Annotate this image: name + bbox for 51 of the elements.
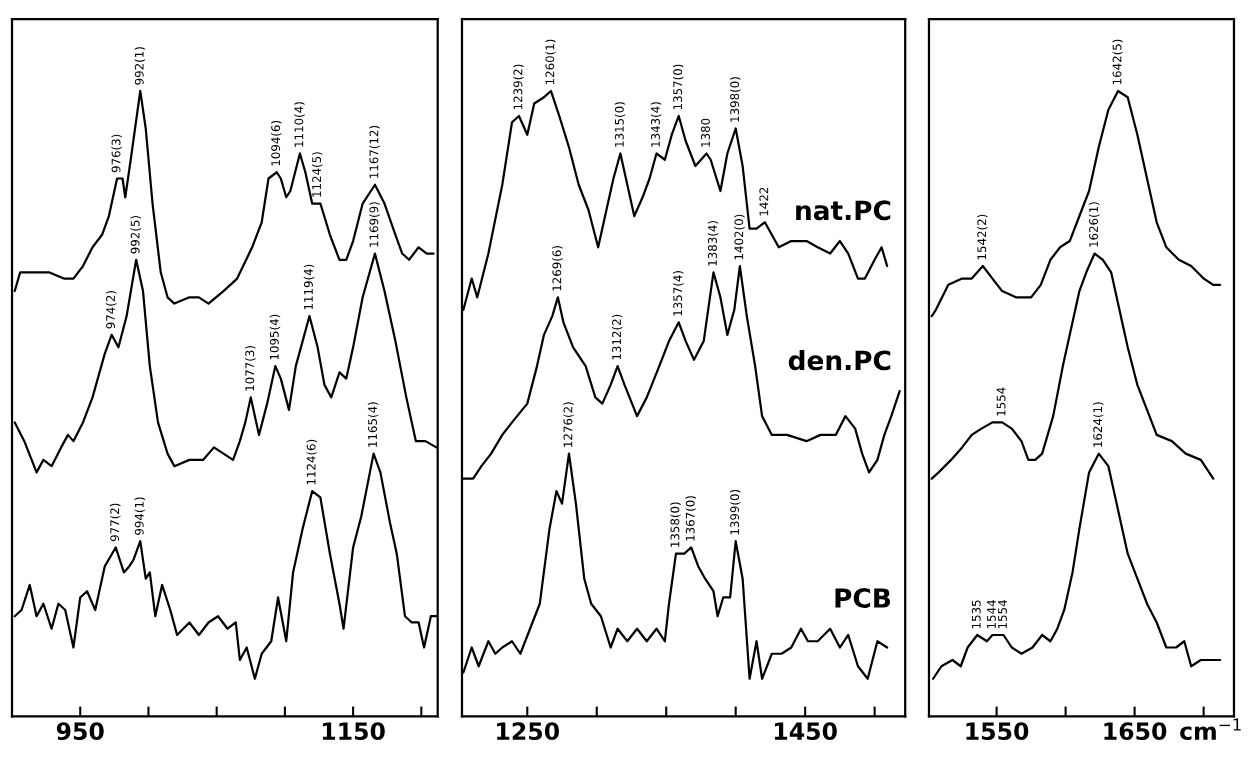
- annotation: 1269(6): [552, 246, 563, 291]
- annotation: 976(3): [111, 134, 122, 173]
- annotation: 1110(4): [294, 102, 305, 147]
- x-axis-title: cm$^{−1}$: [1180, 718, 1241, 740]
- annotation: 1124(6): [306, 439, 317, 485]
- annotation: 1357(0): [673, 64, 684, 110]
- annotation: 1077(3): [245, 346, 256, 391]
- annotation: 1642(5): [1112, 39, 1123, 85]
- annotation: 1260(1): [545, 39, 556, 85]
- annotation: 1094(6): [271, 120, 282, 166]
- annotation: 1554: [996, 387, 1006, 416]
- annotation: 974(2): [105, 291, 117, 329]
- annotation: 1095(4): [269, 314, 281, 360]
- annotation: 1165(4): [367, 402, 379, 447]
- annotation: 1544: [987, 600, 996, 629]
- annotation: 1535: [971, 600, 981, 629]
- annotation: 992(5): [130, 216, 141, 254]
- annotation: 1402(0): [734, 214, 745, 260]
- annotation: 1624(1): [1093, 402, 1104, 447]
- x-tick-label: 1150: [322, 722, 385, 741]
- annotation: 1315(0): [614, 102, 626, 147]
- annotation: 1169(9): [369, 202, 380, 247]
- annotation: 1380: [701, 118, 710, 147]
- annotation: 1239(2): [513, 64, 524, 110]
- annotation: 1124(5): [311, 152, 323, 197]
- annotation: 977(2): [110, 503, 121, 542]
- annotation: 1119(4): [303, 264, 315, 310]
- annotation: 1357(4): [673, 271, 684, 316]
- x-tick-label: 1450: [774, 722, 837, 741]
- x-tick-label: 1250: [497, 722, 560, 741]
- x-tick-label: 1650: [1104, 722, 1167, 741]
- annotation: 1542(2): [977, 214, 988, 260]
- annotation: 1312(2): [611, 314, 623, 360]
- annotation: 992(1): [134, 47, 146, 85]
- annotation: 1343(4): [650, 102, 662, 147]
- annotation: 1399(0): [729, 489, 741, 535]
- x-tick-label: 950: [56, 722, 104, 741]
- annotation: 1422: [759, 187, 769, 216]
- annotation: 1398(0): [729, 77, 741, 122]
- annotation: 994(1): [134, 497, 146, 535]
- annotation: 1276(2): [563, 402, 574, 447]
- annotation: 1626(1): [1088, 202, 1100, 247]
- series-label: den.PC: [788, 349, 891, 371]
- annotation: 1358(0): [670, 502, 681, 547]
- annotation: 1167(12): [369, 125, 380, 178]
- annotation: 1367(0): [685, 496, 697, 541]
- annotation: 1383(4): [707, 221, 719, 266]
- annotation: 1554: [998, 600, 1007, 629]
- x-tick-label: 1550: [966, 722, 1029, 741]
- series-label: PCB: [835, 588, 891, 608]
- series-label: nat.PC: [796, 200, 891, 221]
